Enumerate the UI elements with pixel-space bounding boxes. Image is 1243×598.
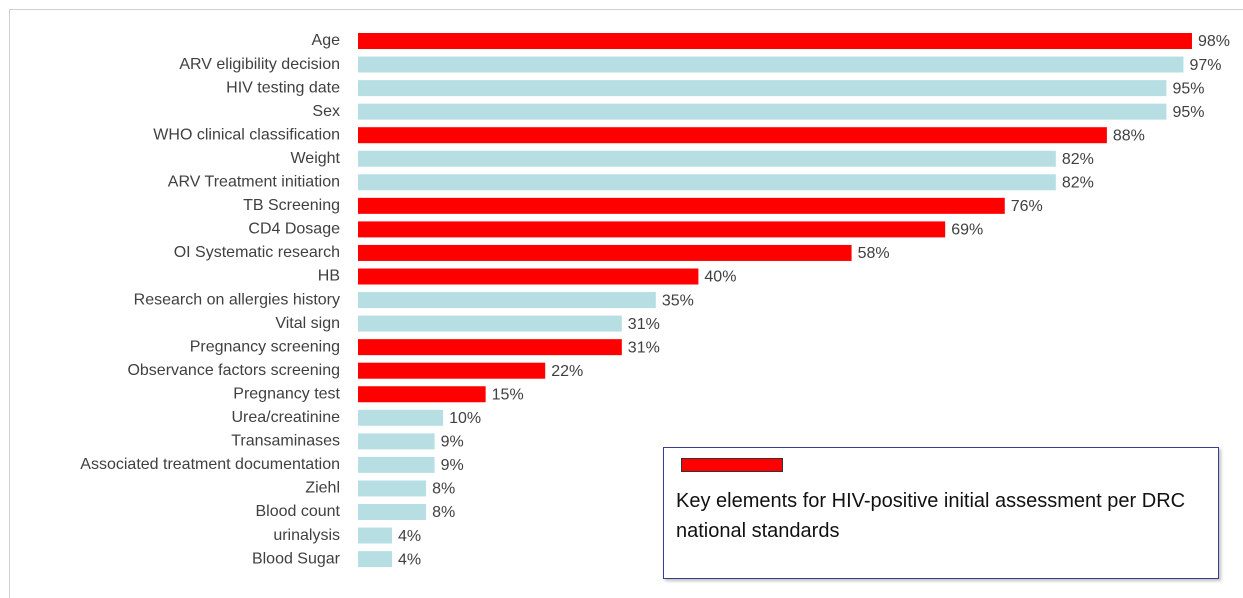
category-label: CD4 Dosage — [248, 221, 340, 238]
value-label: 9% — [441, 457, 464, 474]
value-label: 82% — [1062, 175, 1094, 192]
category-label: WHO clinical classification — [153, 126, 340, 143]
category-label: Urea/creatinine — [232, 409, 341, 426]
category-label: HIV testing date — [226, 79, 340, 96]
category-label: Pregnancy test — [233, 385, 340, 402]
value-label: 95% — [1172, 104, 1204, 121]
bar — [358, 456, 435, 473]
bar — [358, 433, 435, 450]
category-label: TB Screening — [243, 197, 340, 214]
category-label: ARV Treatment initiation — [168, 174, 340, 191]
category-label: Vital sign — [275, 315, 340, 332]
category-label: Pregnancy screening — [190, 338, 340, 355]
bar — [358, 127, 1107, 144]
value-label: 88% — [1113, 127, 1145, 144]
value-label: 22% — [551, 363, 583, 380]
value-label: 8% — [432, 481, 455, 498]
chart-frame — [9, 9, 1243, 598]
bar — [358, 150, 1056, 167]
category-label: HB — [318, 268, 340, 285]
legend-swatch — [681, 458, 783, 472]
bar — [358, 221, 946, 238]
category-label: Weight — [290, 150, 340, 167]
value-label: 97% — [1189, 57, 1221, 74]
category-label: Associated treatment documentation — [80, 456, 340, 473]
value-label: 8% — [432, 504, 455, 521]
bar — [358, 292, 656, 309]
category-label: Age — [312, 32, 341, 49]
value-label: 4% — [398, 528, 421, 545]
category-label: OI Systematic research — [174, 244, 340, 261]
category-label: Blood count — [255, 503, 340, 520]
bar — [358, 362, 546, 379]
category-label: Ziehl — [305, 480, 340, 497]
legend-label: Key elements for HIV-positive initial as… — [676, 490, 1186, 542]
value-label: 95% — [1172, 80, 1204, 97]
category-label: Observance factors screening — [127, 362, 340, 379]
category-label: Research on allergies history — [134, 291, 340, 308]
category-label: Transaminases — [231, 433, 340, 450]
value-label: 40% — [704, 269, 736, 286]
value-label: 58% — [858, 245, 890, 262]
value-label: 76% — [1011, 198, 1043, 215]
bar — [358, 103, 1167, 120]
bar — [358, 315, 622, 332]
bar — [358, 551, 393, 568]
bar — [358, 504, 427, 520]
bar — [358, 197, 1005, 214]
bar — [358, 527, 393, 544]
bar — [358, 480, 427, 497]
value-label: 4% — [398, 551, 421, 568]
value-label: 69% — [951, 222, 983, 239]
value-label: 82% — [1062, 151, 1094, 168]
category-label: urinalysis — [273, 527, 340, 544]
category-label: Sex — [312, 103, 340, 120]
bar — [358, 56, 1184, 73]
category-label: ARV eligibility decision — [179, 56, 340, 73]
value-label: 31% — [628, 316, 660, 333]
bar — [358, 409, 444, 426]
bar — [358, 386, 486, 403]
bar — [358, 33, 1192, 49]
value-label: 31% — [628, 339, 660, 356]
value-label: 10% — [449, 410, 481, 427]
value-label: 35% — [662, 292, 694, 309]
bar — [358, 244, 852, 261]
value-label: 15% — [492, 386, 524, 403]
bar — [358, 268, 699, 285]
bar — [358, 174, 1056, 191]
legend: Key elements for HIV-positive initial as… — [663, 447, 1219, 579]
bar — [358, 339, 622, 356]
category-label: Blood Sugar — [252, 550, 341, 567]
value-label: 98% — [1198, 33, 1230, 50]
bar — [358, 80, 1167, 97]
value-label: 9% — [441, 434, 464, 451]
